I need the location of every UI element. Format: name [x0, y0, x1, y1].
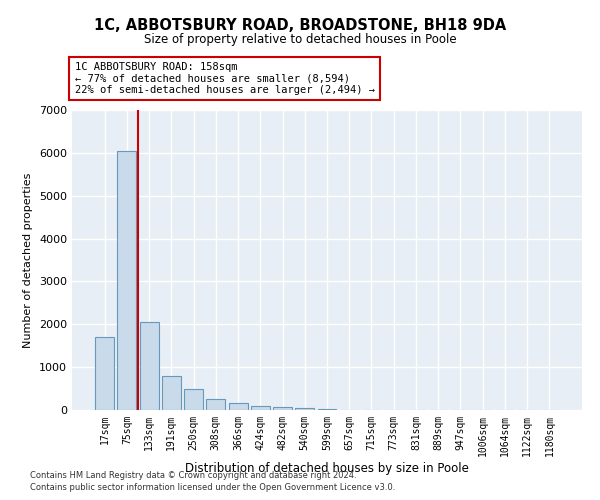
Bar [229, 402, 248, 410]
Bar [118, 150, 136, 410]
Bar [95, 337, 114, 410]
Bar [295, 408, 314, 410]
Text: 1C, ABBOTSBURY ROAD, BROADSTONE, BH18 9DA: 1C, ABBOTSBURY ROAD, BROADSTONE, BH18 9D… [94, 18, 506, 32]
Text: Contains HM Land Registry data © Crown copyright and database right 2024.: Contains HM Land Registry data © Crown c… [30, 470, 356, 480]
Text: Contains public sector information licensed under the Open Government Licence v3: Contains public sector information licen… [30, 483, 395, 492]
Bar [273, 406, 292, 410]
Bar [317, 409, 337, 410]
Bar [184, 390, 203, 410]
Bar [162, 376, 181, 410]
Y-axis label: Number of detached properties: Number of detached properties [23, 172, 34, 348]
Text: 1C ABBOTSBURY ROAD: 158sqm
← 77% of detached houses are smaller (8,594)
22% of s: 1C ABBOTSBURY ROAD: 158sqm ← 77% of deta… [74, 62, 374, 95]
Bar [140, 322, 158, 410]
Bar [206, 400, 225, 410]
X-axis label: Distribution of detached houses by size in Poole: Distribution of detached houses by size … [185, 462, 469, 474]
Bar [251, 406, 270, 410]
Text: Size of property relative to detached houses in Poole: Size of property relative to detached ho… [143, 32, 457, 46]
